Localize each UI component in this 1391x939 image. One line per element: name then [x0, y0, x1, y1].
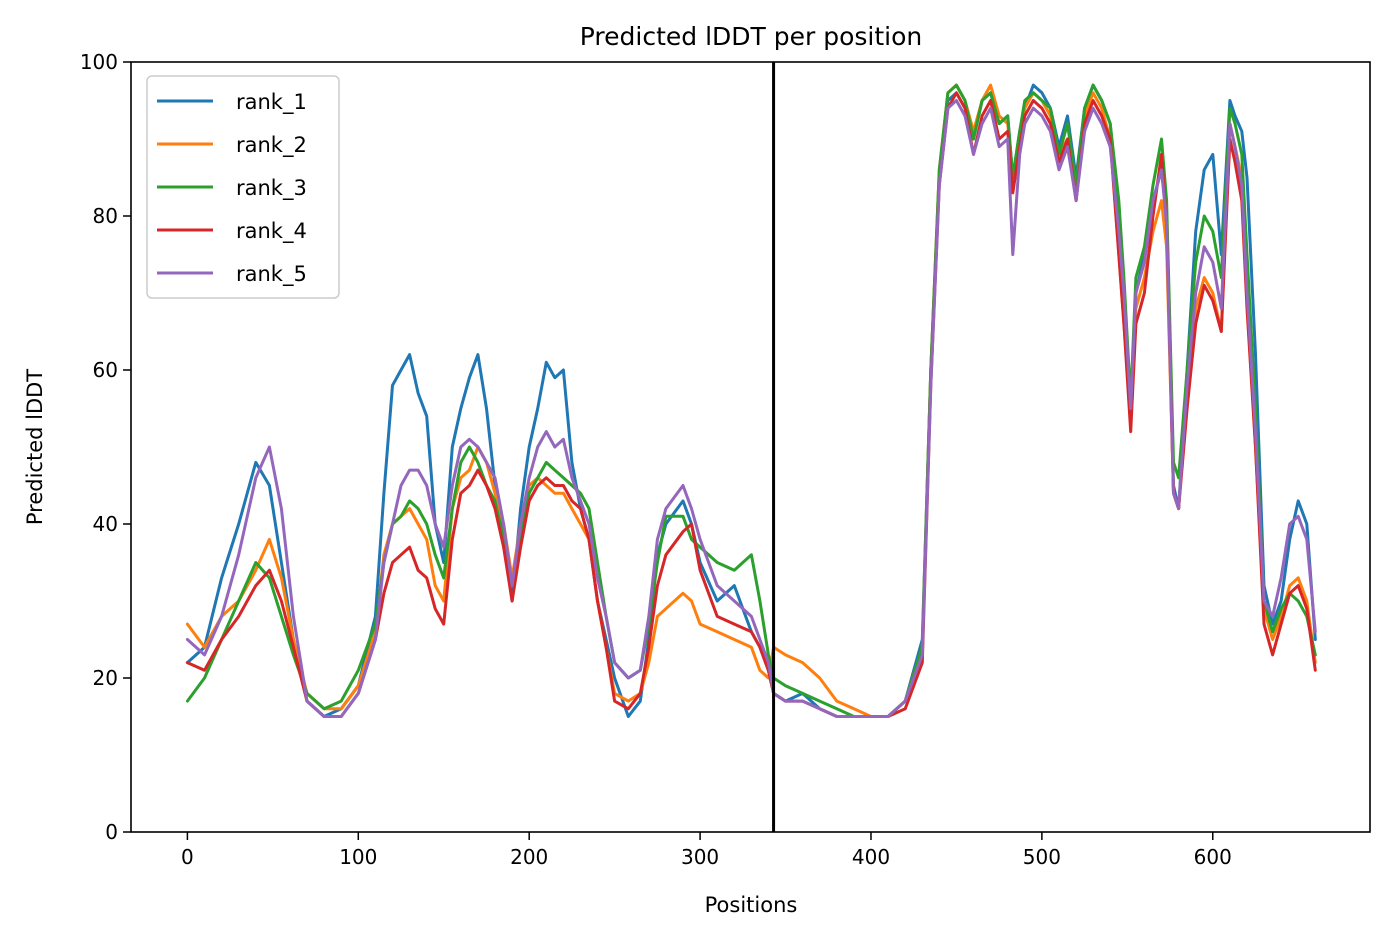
chart-title: Predicted lDDT per position	[580, 22, 922, 51]
legend-label: rank_1	[236, 90, 307, 115]
x-axis-label: Positions	[705, 893, 798, 917]
x-tick-label: 500	[1023, 845, 1061, 869]
y-tick-label: 100	[80, 50, 118, 74]
x-tick-label: 300	[681, 845, 719, 869]
y-axis-label: Predicted lDDT	[23, 369, 47, 525]
x-tick-label: 400	[852, 845, 890, 869]
legend-label: rank_3	[236, 176, 307, 201]
legend-label: rank_4	[236, 219, 307, 244]
y-tick-label: 0	[105, 820, 118, 844]
legend-label: rank_2	[236, 133, 307, 158]
legend: rank_1 rank_2 rank_3 rank_4 rank_5	[146, 75, 340, 299]
axes-frame	[130, 61, 1371, 833]
series-line-rank-5	[185, 99, 1317, 718]
y-tick-label: 20	[93, 666, 118, 690]
y-tick-label: 40	[93, 512, 118, 536]
series-lines	[185, 83, 1317, 718]
y-tick-label: 60	[93, 358, 118, 382]
x-tick-label: 100	[339, 845, 377, 869]
plot-area	[185, 62, 1317, 832]
axes: 0 100 200 300 400 500 600 0 20 40 60 80 100	[80, 50, 1371, 869]
legend-label: rank_5	[236, 262, 307, 287]
y-tick-label: 80	[93, 204, 118, 228]
legend-box	[146, 75, 340, 299]
x-tick-label: 200	[510, 845, 548, 869]
x-tick-label: 0	[181, 845, 194, 869]
x-tick-label: 600	[1194, 845, 1232, 869]
